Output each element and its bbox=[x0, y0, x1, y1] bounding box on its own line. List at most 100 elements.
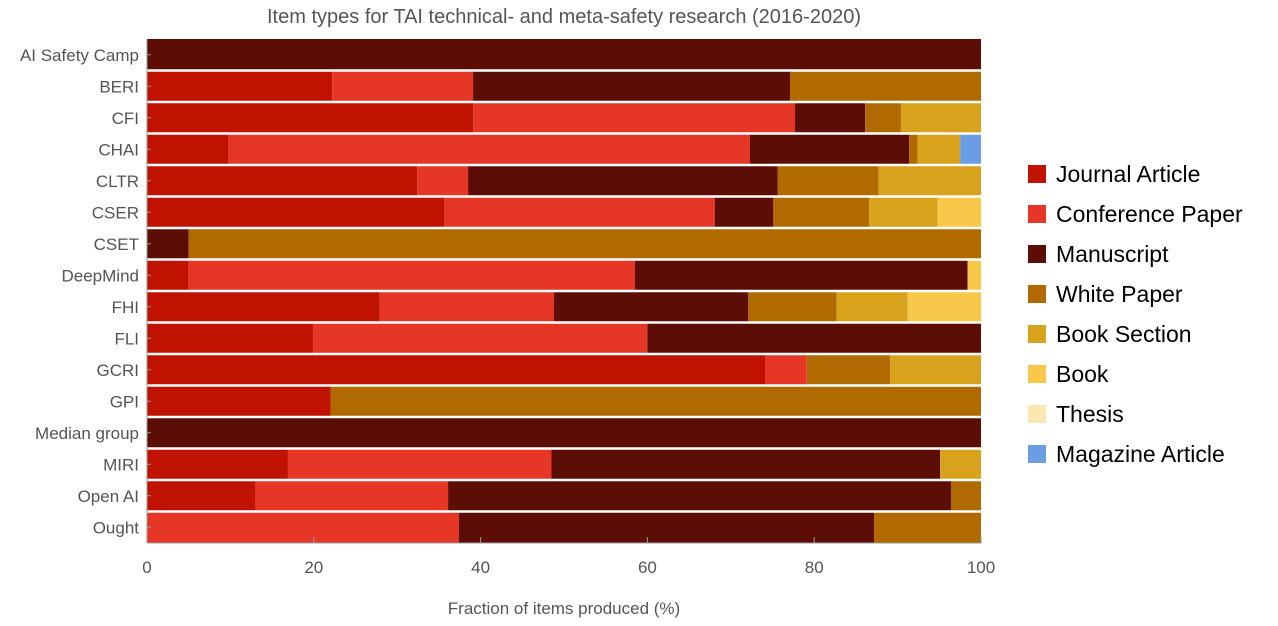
bar-segment bbox=[795, 102, 866, 134]
bar-segment bbox=[865, 102, 901, 134]
bar-segment bbox=[147, 354, 765, 386]
legend-item: Thesis bbox=[1028, 394, 1243, 434]
x-axis-label: Fraction of items produced (%) bbox=[448, 599, 680, 618]
bar-segment bbox=[473, 102, 796, 134]
x-tick-label: 80 bbox=[805, 558, 824, 577]
bar-segment bbox=[907, 291, 981, 323]
bar-segment bbox=[917, 133, 961, 165]
legend-label: Book Section bbox=[1056, 320, 1192, 347]
bar-segment bbox=[468, 165, 778, 197]
bar-segment bbox=[147, 322, 313, 354]
bar-segment bbox=[634, 259, 968, 291]
bar-segment bbox=[147, 448, 288, 480]
bar-segment bbox=[147, 480, 256, 512]
bar-segment bbox=[147, 228, 189, 260]
bar-segment bbox=[147, 259, 189, 291]
bar-segment bbox=[448, 480, 951, 512]
category-label: DeepMind bbox=[62, 266, 140, 285]
category-label: FHI bbox=[112, 298, 139, 317]
bar-segment bbox=[147, 511, 459, 543]
bar-segment bbox=[960, 133, 981, 165]
bar-segment bbox=[967, 259, 981, 291]
bar-segment bbox=[937, 196, 981, 228]
legend-item: Book bbox=[1028, 354, 1243, 394]
legend-label: Book bbox=[1056, 360, 1109, 387]
x-axis: 0 20 40 60 80 100 bbox=[142, 537, 995, 577]
legend-item: Magazine Article bbox=[1028, 434, 1243, 474]
category-label: CHAI bbox=[98, 140, 139, 159]
chart-legend: Journal Article Conference Paper Manuscrip… bbox=[1028, 154, 1243, 474]
category-label: CSER bbox=[92, 203, 139, 222]
legend-swatch bbox=[1028, 445, 1046, 463]
legend-swatch bbox=[1028, 365, 1046, 383]
category-label: FLI bbox=[114, 329, 139, 348]
bar-segment bbox=[147, 291, 380, 323]
x-tick-label: 40 bbox=[471, 558, 490, 577]
x-tick-label: 60 bbox=[638, 558, 657, 577]
bar-segment bbox=[874, 511, 981, 543]
bar-segment bbox=[473, 70, 791, 102]
category-label: MIRI bbox=[103, 455, 139, 474]
bar-segment bbox=[890, 354, 981, 386]
category-label: GCRI bbox=[97, 361, 140, 380]
bar-segment bbox=[458, 511, 875, 543]
legend-swatch bbox=[1028, 405, 1046, 423]
category-label: BERI bbox=[99, 77, 139, 96]
bar-segment bbox=[147, 39, 981, 71]
bar-segment bbox=[878, 165, 981, 197]
bar-segment bbox=[147, 70, 333, 102]
bar-segment bbox=[777, 165, 879, 197]
bar-segment bbox=[444, 196, 715, 228]
category-label: AI Safety Camp bbox=[20, 46, 139, 65]
bar-segment bbox=[940, 448, 981, 480]
bar-segment bbox=[188, 259, 635, 291]
legend-item: Manuscript bbox=[1028, 234, 1243, 274]
bar-segment bbox=[147, 417, 981, 449]
category-label: Open AI bbox=[78, 487, 139, 506]
bar-segment bbox=[330, 385, 982, 417]
bar-segment bbox=[147, 102, 474, 134]
bar-segment bbox=[553, 291, 749, 323]
chart-title: Item types for TAI technical- and meta-s… bbox=[267, 6, 861, 28]
bar-segment bbox=[647, 322, 981, 354]
bar-segment bbox=[228, 133, 750, 165]
bar-segment bbox=[909, 133, 918, 165]
bar-segment bbox=[950, 480, 981, 512]
bar-segment bbox=[773, 196, 870, 228]
category-label: CFI bbox=[112, 109, 139, 128]
legend-label: Conference Paper bbox=[1056, 200, 1243, 227]
x-tick-label: 100 bbox=[967, 558, 995, 577]
legend-label: White Paper bbox=[1056, 280, 1183, 307]
legend-label: Thesis bbox=[1056, 400, 1124, 427]
legend-swatch bbox=[1028, 325, 1046, 343]
bar-segment bbox=[748, 291, 837, 323]
legend-item: Conference Paper bbox=[1028, 194, 1243, 234]
bar-segment bbox=[806, 354, 891, 386]
bar-segment bbox=[417, 165, 469, 197]
x-tick-label: 0 bbox=[142, 558, 151, 577]
legend-label: Journal Article bbox=[1056, 160, 1201, 187]
bar-segment bbox=[147, 133, 229, 165]
bar-segment bbox=[147, 196, 445, 228]
bar-segment bbox=[869, 196, 938, 228]
bar-segment bbox=[551, 448, 941, 480]
bar-segment bbox=[332, 70, 474, 102]
legend-label: Magazine Article bbox=[1056, 440, 1225, 467]
legend-label: Manuscript bbox=[1056, 240, 1169, 267]
bar-segment bbox=[764, 354, 807, 386]
legend-item: Journal Article bbox=[1028, 154, 1243, 194]
legend-item: White Paper bbox=[1028, 274, 1243, 314]
legend-swatch bbox=[1028, 205, 1046, 223]
legend-swatch bbox=[1028, 165, 1046, 183]
bar-segment bbox=[255, 480, 449, 512]
category-label: Median group bbox=[35, 424, 139, 443]
x-tick-label: 20 bbox=[304, 558, 323, 577]
legend-swatch bbox=[1028, 245, 1046, 263]
bar-group bbox=[147, 39, 982, 543]
bar-segment bbox=[147, 165, 418, 197]
bar-segment bbox=[790, 70, 981, 102]
legend-item: Book Section bbox=[1028, 314, 1243, 354]
bar-segment bbox=[714, 196, 774, 228]
category-label: CLTR bbox=[96, 172, 139, 191]
